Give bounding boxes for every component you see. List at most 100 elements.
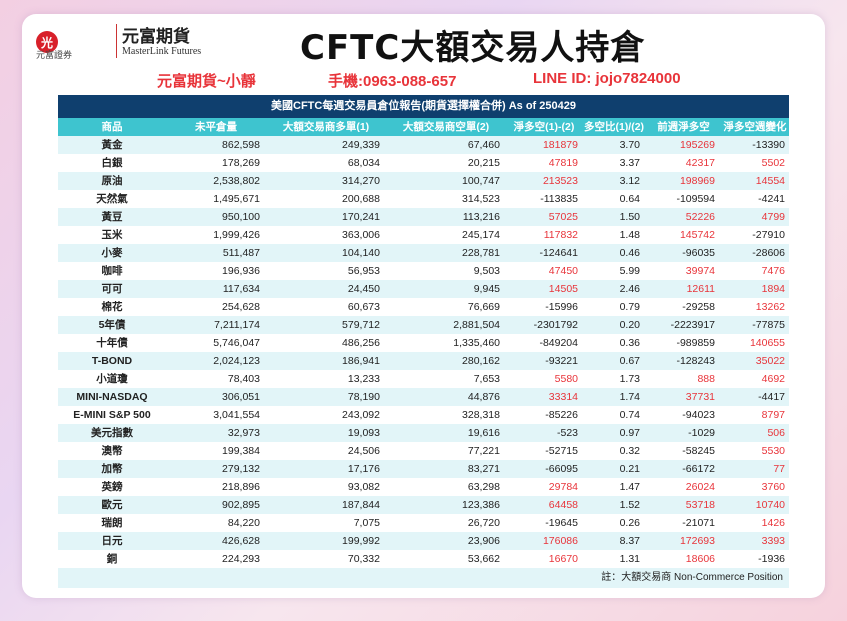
table-cell: 29784 xyxy=(548,481,578,493)
table-cell: 426,628 xyxy=(222,535,260,547)
table-cell: -989859 xyxy=(676,337,715,349)
table-cell: 254,628 xyxy=(222,301,260,313)
commodity-name: 天然氣 xyxy=(96,193,128,205)
commodity-name: 原油 xyxy=(101,175,123,187)
logo-english-name: MasterLink Futures xyxy=(122,46,202,57)
table-cell: 3.12 xyxy=(619,175,640,187)
table-row: 咖啡 196,936 56,953 9,503 47450 5.99 39974 7476 xyxy=(58,262,789,280)
table-cell: 9,503 xyxy=(473,265,500,277)
table-cell: 77 xyxy=(773,463,785,475)
table-header: 商品 未平倉量 大額交易商多單(1) 大額交易商空單(2) 淨多空(1)-(2)… xyxy=(58,118,789,136)
table-cell: 0.79 xyxy=(619,301,640,313)
table-cell: -85226 xyxy=(545,409,578,421)
table-cell: 5.99 xyxy=(619,265,640,277)
table-cell: 57025 xyxy=(548,211,578,223)
commodity-name: 美元指數 xyxy=(91,427,133,439)
table-cell: 1426 xyxy=(761,517,785,529)
table-row: 原油 2,538,802 314,270 100,747 213523 3.12 19896… xyxy=(58,172,789,190)
table-cell: 950,100 xyxy=(222,211,260,223)
table-cell: 187,844 xyxy=(342,499,380,511)
table-cell: 199,992 xyxy=(342,535,380,547)
table-cell: 24,450 xyxy=(347,283,380,295)
commodity-name: 黃豆 xyxy=(101,211,123,223)
table-cell: 195269 xyxy=(679,139,715,151)
table-cell: 78,190 xyxy=(347,391,380,403)
table-cell: 1894 xyxy=(761,283,785,295)
table-cell: 60,673 xyxy=(347,301,380,313)
table-row: T-BOND 2,024,123 186,941 280,162 -93221 0.67 -… xyxy=(58,352,789,370)
table-cell: 0.32 xyxy=(619,445,640,457)
table-cell: -124641 xyxy=(539,247,578,259)
table-cell: 218,896 xyxy=(222,481,260,493)
table-row: 可可 117,634 24,450 9,945 14505 2.46 12611 1894 xyxy=(58,280,789,298)
logo-mark-icon: 光 xyxy=(36,31,58,53)
table-row: 瑞朗 84,220 7,075 26,720 -19645 0.26 -21071 1426 xyxy=(58,514,789,532)
table-cell: 5502 xyxy=(761,157,785,169)
table-row: 白銀 178,269 68,034 20,215 47819 3.37 42317 5502 xyxy=(58,154,789,172)
commodity-name: T-BOND xyxy=(91,355,133,367)
table-cell: 19,093 xyxy=(347,427,380,439)
table-cell: 170,241 xyxy=(342,211,380,223)
table-cell: 1.47 xyxy=(619,481,640,493)
commodity-name: 咖啡 xyxy=(101,265,123,277)
table-cell: 1,335,460 xyxy=(453,337,500,349)
table-cell: 113,216 xyxy=(462,211,500,223)
contact-phone: 手機:0963-088-657 xyxy=(328,73,457,90)
table-cell: -29258 xyxy=(682,301,715,313)
table-cell: 511,487 xyxy=(222,247,260,259)
table-cell: 20,215 xyxy=(467,157,500,169)
table-cell: 1.74 xyxy=(619,391,640,403)
table-cell: 3760 xyxy=(761,481,785,493)
commodity-name: 英鎊 xyxy=(101,481,123,493)
table-cell: -93221 xyxy=(545,355,578,367)
table-cell: 196,936 xyxy=(222,265,260,277)
table-cell: 5530 xyxy=(761,445,785,457)
cftc-table: 美國CFTC每週交易員倉位報告(期貨選擇權合併) As of 250429 商品… xyxy=(58,95,789,588)
commodity-name: 日元 xyxy=(101,535,123,547)
table-cell: -77875 xyxy=(752,319,785,331)
table-cell: 26,720 xyxy=(467,517,500,529)
table-cell: -4241 xyxy=(758,193,785,205)
commodity-name: MINI-NASDAQ xyxy=(76,391,148,403)
table-cell: 2.46 xyxy=(619,283,640,295)
table-cell: -4417 xyxy=(758,391,785,403)
table-cell: -128243 xyxy=(676,355,715,367)
table-cell: -21071 xyxy=(682,517,715,529)
table-cell: -1029 xyxy=(688,427,715,439)
commodity-name: 棉花 xyxy=(101,301,123,313)
table-cell: 10740 xyxy=(755,499,785,511)
table-row: 美元指數 32,973 19,093 19,616 -523 0.97 -1029 506 xyxy=(58,424,789,442)
table-cell: 7,075 xyxy=(353,517,380,529)
table-cell: 32,973 xyxy=(227,427,260,439)
table-cell: 104,140 xyxy=(342,247,380,259)
table-cell: 1,495,671 xyxy=(213,193,260,205)
table-cell: 117832 xyxy=(543,229,578,241)
table-cell: 486,256 xyxy=(342,337,380,349)
commodity-name: 小道瓊 xyxy=(96,373,128,385)
table-cell: 19,616 xyxy=(467,427,500,439)
table-cell: 186,941 xyxy=(342,355,380,367)
commodity-name: 加幣 xyxy=(101,463,123,475)
table-cell: -66095 xyxy=(545,463,578,475)
table-row: 天然氣 1,495,671 200,688 314,523 -113835 0.64 -10… xyxy=(58,190,789,208)
table-title: 美國CFTC每週交易員倉位報告(期貨選擇權合併) As of 250429 xyxy=(58,95,789,118)
table-cell: 172693 xyxy=(679,535,715,547)
table-row: 黃豆 950,100 170,241 113,216 57025 1.50 52226 479… xyxy=(58,208,789,226)
table-row: 5年債 7,211,174 579,712 2,881,504 -2301792 0.20… xyxy=(58,316,789,334)
table-cell: 26024 xyxy=(685,481,715,493)
table-cell: -19645 xyxy=(545,517,578,529)
commodity-name: 小麥 xyxy=(101,247,123,259)
table-cell: -849204 xyxy=(539,337,578,349)
table-row: 玉米 1,999,426 363,006 245,174 117832 1.48 14574… xyxy=(58,226,789,244)
table-cell: 279,132 xyxy=(222,463,260,475)
commodity-name: 銅 xyxy=(106,553,118,565)
table-cell: 4799 xyxy=(761,211,785,223)
table-cell: 0.21 xyxy=(619,463,640,475)
table-cell: 2,881,504 xyxy=(453,319,500,331)
table-cell: -1936 xyxy=(758,553,785,565)
table-cell: 44,876 xyxy=(467,391,500,403)
table-cell: 314,523 xyxy=(462,193,500,205)
column-header: 多空比(1)/(2) xyxy=(583,121,645,133)
column-header: 前週淨多空 xyxy=(657,121,710,133)
table-row: 歐元 902,895 187,844 123,386 64458 1.52 53718 107… xyxy=(58,496,789,514)
